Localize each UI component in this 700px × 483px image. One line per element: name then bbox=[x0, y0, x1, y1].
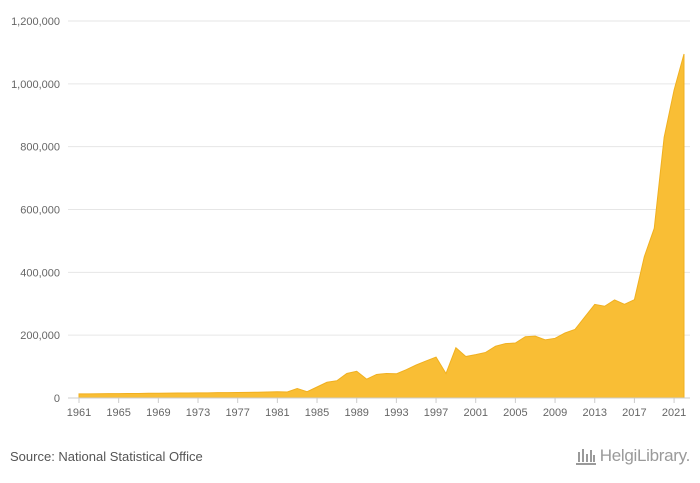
y-axis: 0 200,000 400,000 600,000 800,000 1,000,000 1,… bbox=[11, 16, 60, 405]
x-tick-label: 1973 bbox=[186, 407, 210, 419]
x-tick-label: 2001 bbox=[463, 407, 487, 419]
x-tick-label: 1961 bbox=[67, 407, 91, 419]
y-tick-label: 600,000 bbox=[20, 205, 60, 217]
x-tick-label: 1977 bbox=[225, 407, 249, 419]
y-tick-label: 800,000 bbox=[20, 142, 60, 154]
area-chart: 1961 1965 1969 1973 1977 1981 1985 1989 1993 1997… bbox=[11, 16, 690, 419]
x-tick-label: 1993 bbox=[384, 407, 408, 419]
plot-area bbox=[78, 53, 685, 399]
x-axis: 1961 1965 1969 1973 1977 1981 1985 1989 1993 1997… bbox=[67, 397, 690, 419]
y-tick-label: 400,000 bbox=[20, 267, 60, 279]
x-tick-label: 1997 bbox=[424, 407, 448, 419]
brand-logo: HelgiLibrary. bbox=[575, 446, 690, 466]
y-tick-label: 0 bbox=[54, 393, 60, 405]
x-tick-label: 1989 bbox=[344, 407, 368, 419]
x-tick-label: 1981 bbox=[265, 407, 289, 419]
y-tick-label: 1,200,000 bbox=[11, 16, 60, 28]
gridlines bbox=[68, 20, 690, 336]
x-tick-label: 1969 bbox=[146, 407, 170, 419]
source-note: Source: National Statistical Office bbox=[10, 449, 203, 464]
data-area bbox=[78, 53, 685, 399]
y-tick-label: 1,000,000 bbox=[11, 79, 60, 91]
y-tick-label: 200,000 bbox=[20, 330, 60, 342]
x-tick-label: 2017 bbox=[622, 407, 646, 419]
brand-name: HelgiLibrary. bbox=[599, 446, 691, 465]
x-tick-label: 2009 bbox=[543, 407, 567, 419]
x-tick-label: 1985 bbox=[305, 407, 329, 419]
x-tick-label: 2005 bbox=[503, 407, 527, 419]
library-icon bbox=[575, 449, 596, 465]
x-tick-label: 1965 bbox=[106, 407, 130, 419]
x-tick-label: 2013 bbox=[582, 407, 606, 419]
x-tick-label: 2021 bbox=[662, 407, 686, 419]
